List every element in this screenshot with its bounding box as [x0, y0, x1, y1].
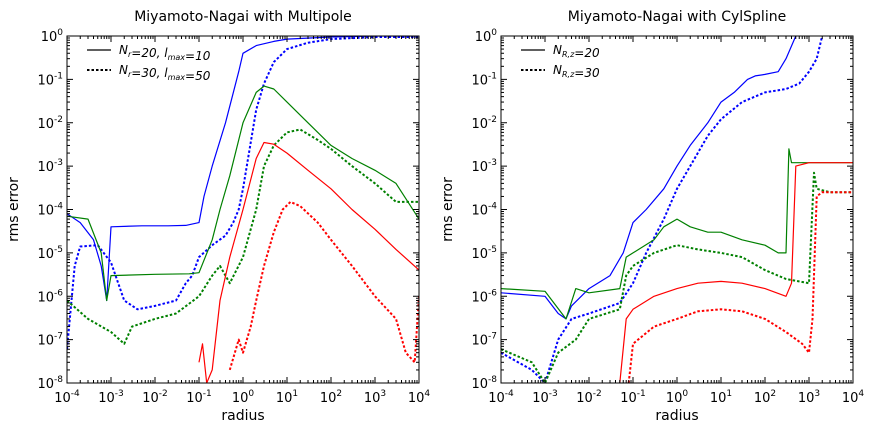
series-line-green-dotted [501, 171, 853, 383]
y-tick-label: 10-1 [37, 71, 63, 88]
y-axis-label: rms error [6, 177, 22, 242]
series-line-red-dotted [228, 200, 419, 371]
y-tick-label: 10-4 [37, 202, 63, 219]
x-tick-label: 10-4 [488, 389, 514, 406]
x-tick-label: 103 [798, 389, 820, 406]
legend: NR,z=20 NR,z=30 [521, 43, 600, 80]
legend-label: Nr=30, lmax=50 [119, 63, 211, 83]
y-tick-label: 10-2 [471, 115, 497, 132]
x-tick-label: 103 [364, 389, 386, 406]
x-tick-label: 10-2 [576, 389, 602, 406]
y-tick-label: 10-8 [471, 375, 497, 392]
series-line-red-solid [619, 162, 853, 383]
x-tick-label: 10-3 [532, 389, 558, 406]
y-tick-label: 10-2 [37, 115, 63, 132]
x-tick-label: 104 [842, 389, 865, 406]
x-axis-label: radius [655, 408, 698, 424]
series-group [501, 36, 853, 383]
x-tick-label: 10-4 [54, 389, 80, 406]
y-tick-label: 10-6 [37, 288, 63, 305]
chart-panel-2: 10-4 10-3 10-2 10-1 100 101 102 103 104 10-8 10-7 1… [440, 9, 864, 424]
x-tick-label: 10-2 [142, 389, 168, 406]
legend-label: NR,z=30 [553, 63, 600, 80]
series-line-blue-dotted [501, 36, 824, 383]
series-line-green-solid [67, 85, 419, 302]
series-line-blue-dotted [67, 36, 419, 350]
y-tick-label: 10-1 [471, 71, 497, 88]
series-line-blue-solid [67, 36, 419, 302]
legend-label: Nr=20, lmax=10 [119, 43, 211, 63]
series-line-red-solid [198, 141, 419, 383]
y-tick-label: 100 [475, 28, 498, 45]
y-tick-label: 10-7 [37, 332, 63, 349]
x-tick-label: 10-1 [186, 389, 212, 406]
y-tick-label: 10-4 [471, 202, 497, 219]
x-tick-label: 10-1 [620, 389, 646, 406]
x-tick-label: 101 [276, 389, 298, 406]
chart-title: Miyamoto-Nagai with Multipole [134, 9, 352, 25]
series-line-red-dotted [627, 191, 853, 383]
series-line-green-dotted [67, 128, 419, 345]
x-tick-label: 100 [232, 389, 255, 406]
series-line-green-solid [501, 148, 853, 320]
y-tick-label: 100 [41, 28, 64, 45]
series-group [67, 36, 419, 383]
y-tick-label: 10-3 [37, 158, 63, 175]
plot-frame [500, 35, 854, 384]
x-tick-label: 101 [710, 389, 732, 406]
chart-panel-1: 10-4 10-3 10-2 10-1 100 101 102 103 104 10-8 10-7 1… [6, 9, 430, 424]
y-tick-label: 10-8 [37, 375, 63, 392]
series-line-blue-solid [501, 36, 797, 320]
y-tick-label: 10-5 [471, 245, 497, 262]
y-tick-label: 10-3 [471, 158, 497, 175]
x-tick-label: 102 [754, 389, 776, 406]
x-tick-label: 104 [408, 389, 431, 406]
legend-label: NR,z=20 [553, 43, 600, 60]
y-axis-label: rms error [440, 177, 456, 242]
y-tick-label: 10-7 [471, 332, 497, 349]
x-tick-label: 100 [666, 389, 689, 406]
y-tick-label: 10-5 [37, 245, 63, 262]
x-tick-label: 10-3 [98, 389, 124, 406]
chart-title: Miyamoto-Nagai with CylSpline [568, 9, 786, 25]
y-tick-label: 10-6 [471, 288, 497, 305]
x-axis-label: radius [221, 408, 264, 424]
x-tick-label: 102 [320, 389, 342, 406]
